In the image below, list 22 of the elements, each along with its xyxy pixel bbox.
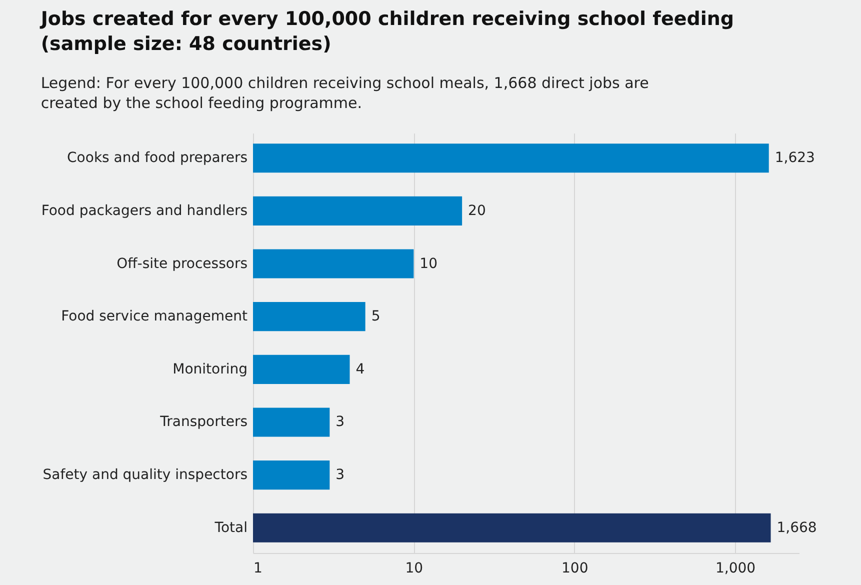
data-label: 3 <box>336 467 345 484</box>
chart-subtitle: Legend: For every 100,000 children receiving school meals, 1,668 direct jobs are created by the school feeding programme. <box>40 74 649 112</box>
chart-title: Jobs created for every 100,000 children receiving school feeding (sample size: 48 countries) <box>38 8 734 55</box>
data-label: 1,668 <box>776 520 817 536</box>
x-tick-label: 1,000 <box>716 560 756 576</box>
y-tick-label: Transporters <box>159 414 248 430</box>
data-label: 1,623 <box>774 150 815 166</box>
y-tick-label: Safety and quality inspectors <box>42 467 248 484</box>
data-label: 20 <box>468 202 486 219</box>
x-tick-label: 1 <box>254 560 262 576</box>
y-tick-label: Off-site processors <box>116 256 248 272</box>
y-tick-label: Food packagers and handlers <box>41 202 248 219</box>
y-tick-label: Food service management <box>61 308 248 325</box>
x-tick-label: 10 <box>405 560 424 576</box>
data-label: 3 <box>336 414 345 430</box>
y-tick-label: Cooks and food preparers <box>67 150 248 166</box>
data-label: 5 <box>371 308 380 325</box>
y-tick-label: Monitoring <box>172 361 248 378</box>
data-label: 4 <box>356 361 365 378</box>
x-tick-label: 100 <box>562 560 588 576</box>
y-tick-label: Total <box>214 520 248 536</box>
data-label: 10 <box>420 256 438 272</box>
